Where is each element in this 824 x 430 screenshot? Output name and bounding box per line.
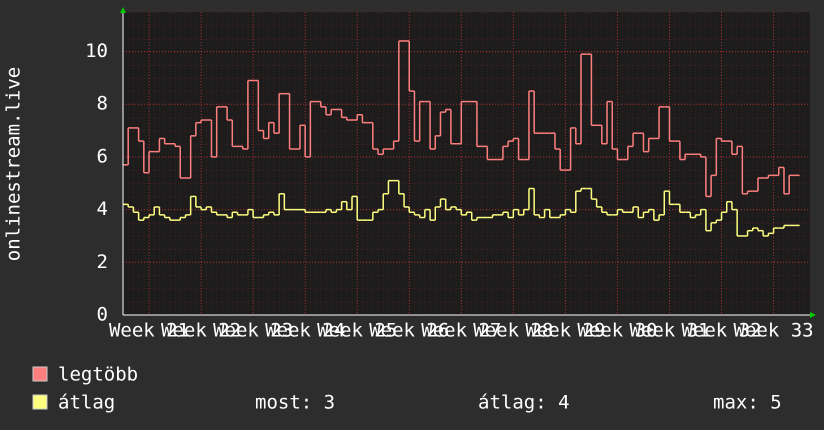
stat: most: 3 xyxy=(255,392,335,414)
stat: átlag: 4 xyxy=(478,392,570,414)
y-tick-label: 0 xyxy=(97,304,108,326)
y-tick-label: 4 xyxy=(97,198,108,220)
stat: max: 5 xyxy=(713,392,782,414)
y-tick-label: 8 xyxy=(97,93,108,115)
y-tick-label: 10 xyxy=(85,40,108,62)
y-axis-arrow xyxy=(120,7,126,13)
y-tick-label: 2 xyxy=(97,251,108,273)
legend-label: átlag xyxy=(58,392,115,414)
legend-swatch xyxy=(32,366,48,382)
x-tick-label: Week 33 xyxy=(734,320,814,342)
x-tick-label: Week 26 xyxy=(369,320,449,342)
x-axis-arrow xyxy=(810,312,816,318)
data-layer xyxy=(123,40,800,237)
x-tick-label: Week 29 xyxy=(525,320,605,342)
y-axis-label: onlinestream.live xyxy=(3,67,25,261)
x-tick-label: Week 25 xyxy=(317,320,397,342)
x-tick-label: Week 27 xyxy=(421,320,501,342)
x-tick-label: Week 31 xyxy=(629,320,709,342)
y-tick-label: 6 xyxy=(97,145,108,167)
legend-label: legtöbb xyxy=(58,364,138,386)
x-tick-label: Week 22 xyxy=(161,320,241,342)
minor-grid xyxy=(123,12,810,315)
x-tick-label: Week 32 xyxy=(681,320,761,342)
x-tick-label: Week 23 xyxy=(213,320,293,342)
x-tick-label: Week 21 xyxy=(109,320,189,342)
legend-swatch xyxy=(32,394,48,410)
x-tick-label: Week 24 xyxy=(265,320,345,342)
x-tick-label: Week 28 xyxy=(473,320,553,342)
x-tick-label: Week 30 xyxy=(577,320,657,342)
